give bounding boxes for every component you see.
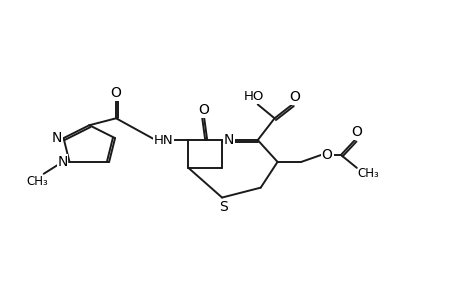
Text: O: O (321, 148, 332, 162)
Text: N: N (57, 155, 67, 169)
Text: O: O (351, 125, 362, 139)
Text: N: N (51, 131, 62, 145)
Text: HO: HO (243, 90, 263, 103)
Text: HN: HN (153, 134, 173, 147)
Text: CH₃: CH₃ (357, 167, 379, 180)
Text: S: S (218, 200, 227, 214)
Text: O: O (110, 85, 121, 100)
Text: N: N (224, 133, 234, 147)
Text: O: O (288, 89, 299, 103)
Text: CH₃: CH₃ (26, 175, 48, 188)
Text: O: O (197, 103, 208, 117)
